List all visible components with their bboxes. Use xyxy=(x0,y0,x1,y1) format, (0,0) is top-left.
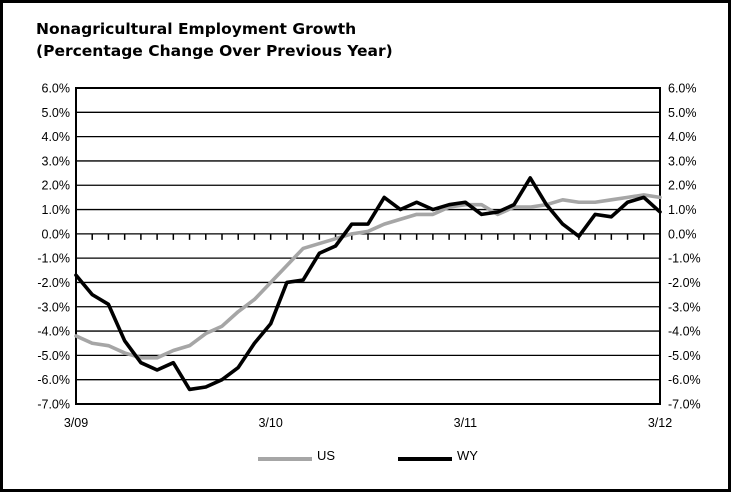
x-tick-label: 3/11 xyxy=(454,416,477,430)
y-tick-label-right: -5.0% xyxy=(668,349,701,363)
y-tick-label-left: -5.0% xyxy=(37,349,70,363)
y-tick-label-right: -6.0% xyxy=(668,373,701,387)
y-tick-label-right: 2.0% xyxy=(668,179,697,193)
y-tick-label-right: 6.0% xyxy=(668,82,697,96)
legend: US WY xyxy=(258,448,478,463)
y-tick-label-right: -1.0% xyxy=(668,252,701,266)
series-line-wy xyxy=(74,176,662,392)
y-tick-label-left: 6.0% xyxy=(42,82,71,96)
y-axis-right-labels: 6.0% 5.0% 4.0% 3.0% 2.0% 1.0% 0.0% -1.0% -2.0% -3… xyxy=(668,82,701,412)
y-tick-label-left: 5.0% xyxy=(42,106,71,120)
y-tick-label-right: 0.0% xyxy=(668,227,697,241)
x-tick-label: 3/10 xyxy=(258,416,282,430)
chart-title: Nonagricultural Employment Growth (Perce… xyxy=(36,18,393,62)
y-tick-label-left: -1.0% xyxy=(37,252,70,266)
y-tick-label-right: 3.0% xyxy=(668,154,697,168)
plot-area xyxy=(75,87,661,405)
y-tick-label-left: -7.0% xyxy=(37,398,70,412)
y-tick-label-left: -6.0% xyxy=(37,373,70,387)
legend-label-us: US xyxy=(317,448,335,463)
x-tick-label: 3/12 xyxy=(648,416,672,430)
y-tick-label-left: -4.0% xyxy=(37,325,70,339)
y-tick-label-left: 2.0% xyxy=(42,179,71,193)
y-tick-label-right: -3.0% xyxy=(668,300,701,314)
chart-title-line-2: (Percentage Change Over Previous Year) xyxy=(36,42,393,60)
y-tick-label-right: 5.0% xyxy=(668,106,697,120)
y-tick-label-right: -7.0% xyxy=(668,398,701,412)
zero-axis-ticks xyxy=(75,233,661,240)
y-tick-label-right: -4.0% xyxy=(668,325,701,339)
y-tick-label-left: -3.0% xyxy=(37,300,70,314)
x-tick-label: 3/09 xyxy=(64,416,88,430)
legend-label-wy: WY xyxy=(457,448,478,463)
y-tick-label-left: 3.0% xyxy=(42,154,71,168)
chart-title-line-1: Nonagricultural Employment Growth xyxy=(36,20,357,38)
y-tick-label-right: -2.0% xyxy=(668,276,701,290)
x-axis-labels: 3/09 3/10 3/11 3/12 xyxy=(64,416,672,430)
y-axis-left-labels: 6.0% 5.0% 4.0% 3.0% 2.0% 1.0% 0.0% -1.0% -2.0% -3… xyxy=(37,82,70,412)
y-tick-label-left: 0.0% xyxy=(42,227,71,241)
y-tick-label-right: 4.0% xyxy=(668,130,697,144)
y-tick-label-left: 1.0% xyxy=(42,203,71,217)
y-tick-label-right: 1.0% xyxy=(668,203,697,217)
series-lines xyxy=(74,176,662,392)
y-tick-label-left: 4.0% xyxy=(42,130,71,144)
y-tick-label-left: -2.0% xyxy=(37,276,70,290)
series-line-us xyxy=(74,193,662,360)
